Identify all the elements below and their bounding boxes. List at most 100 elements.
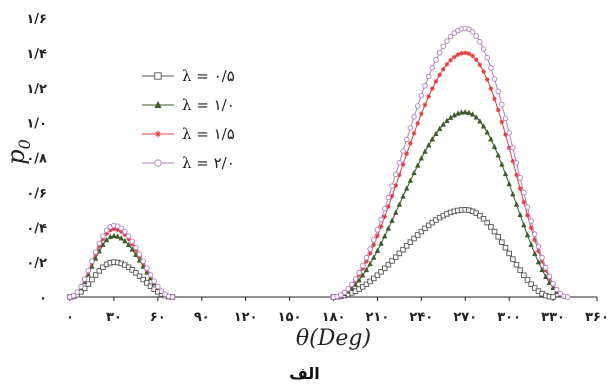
data-point — [389, 193, 395, 199]
data-point — [535, 258, 542, 265]
legend-label: λ = ۰/۵ — [182, 67, 235, 85]
data-point — [429, 135, 436, 142]
data-point — [352, 276, 359, 282]
data-point — [440, 66, 446, 72]
data-point — [553, 286, 560, 293]
data-point — [125, 241, 132, 248]
data-point — [363, 254, 370, 261]
data-point — [488, 65, 494, 71]
data-point — [477, 39, 483, 45]
data-point — [521, 189, 527, 196]
data-point — [528, 225, 534, 231]
data-point — [122, 232, 128, 238]
data-point — [524, 231, 531, 238]
y-tick-label: ۰ — [39, 291, 47, 306]
y-tick-label: ۰/۶ — [26, 186, 47, 201]
data-point — [451, 112, 457, 118]
data-point — [528, 281, 534, 287]
data-point — [133, 244, 139, 251]
data-point — [89, 276, 95, 283]
data-point — [550, 280, 556, 287]
data-point — [425, 222, 432, 229]
data-point — [147, 272, 154, 278]
data-point — [506, 145, 512, 151]
data-point — [455, 52, 461, 58]
data-point — [458, 109, 465, 115]
data-point — [499, 161, 505, 167]
data-point — [381, 265, 388, 272]
data-point — [404, 151, 409, 157]
data-point — [154, 130, 162, 138]
data-point — [360, 262, 366, 269]
data-point — [96, 240, 103, 247]
data-point — [154, 159, 162, 167]
data-point — [502, 244, 509, 251]
data-point — [484, 219, 490, 226]
y-tick-label: ۱/۲ — [26, 82, 47, 97]
data-point — [426, 94, 431, 99]
data-point — [341, 289, 348, 296]
x-tick-label: ۱۲۰ — [234, 310, 258, 325]
data-point — [473, 114, 479, 120]
series-line — [67, 207, 556, 300]
data-point — [422, 225, 428, 232]
data-point — [503, 132, 508, 137]
data-point — [440, 43, 447, 50]
data-point — [532, 237, 538, 243]
data-point — [484, 55, 490, 61]
data-point — [517, 211, 523, 218]
data-point — [385, 225, 392, 231]
x-axis-label: θ(Deg) — [296, 326, 371, 351]
data-point — [96, 268, 103, 274]
data-point — [513, 159, 520, 166]
data-point — [415, 121, 420, 126]
data-point — [495, 233, 501, 240]
data-point — [400, 161, 406, 167]
data-point — [418, 228, 425, 235]
data-point — [140, 258, 146, 265]
data-point — [136, 273, 143, 279]
data-point — [510, 190, 516, 197]
data-point — [411, 130, 417, 136]
data-point — [444, 117, 450, 123]
data-point — [521, 221, 527, 228]
data-point — [382, 232, 388, 239]
data-point — [462, 50, 468, 56]
data-point — [100, 264, 106, 270]
data-point — [407, 177, 414, 183]
data-point — [502, 115, 509, 122]
data-point — [437, 72, 442, 78]
data-point — [422, 82, 428, 89]
x-tick-label: ۳۰ — [106, 310, 122, 325]
data-point — [466, 109, 472, 115]
data-point — [477, 62, 483, 68]
data-point — [539, 258, 545, 264]
data-point — [389, 183, 395, 189]
data-point — [419, 111, 424, 117]
data-point — [140, 276, 146, 283]
y-axis-label: p0 — [2, 139, 34, 165]
data-point — [425, 141, 432, 148]
data-point — [473, 57, 479, 63]
data-point — [506, 180, 512, 187]
data-point — [462, 108, 468, 115]
data-point — [513, 261, 520, 268]
data-point — [539, 254, 545, 261]
data-point — [378, 216, 384, 223]
x-tick-label: ۲۱۰ — [366, 310, 390, 325]
data-point — [371, 254, 377, 260]
legend-label: λ = ۲/۰ — [182, 154, 235, 172]
data-point — [378, 224, 384, 229]
data-point — [147, 283, 154, 289]
x-tick-label: ۱۵۰ — [278, 310, 302, 325]
series-line — [67, 25, 571, 300]
data-point — [564, 294, 571, 300]
y-ticks: ۰ ۰/۲ ۰/۴ ۰/۶ ۰/۸ ۱/۰ ۱/۲ ۱/۴ ۱/۶ — [26, 12, 47, 306]
data-point — [111, 232, 117, 239]
data-point — [363, 281, 370, 287]
y-tick-label: ۱/۴ — [26, 47, 47, 62]
data-point — [396, 159, 403, 166]
data-point — [382, 214, 388, 219]
legend: λ = ۰/۵ λ = ۱/۰ λ = ۱/۵ λ = ۲/۰ — [142, 67, 235, 172]
data-point — [411, 169, 417, 176]
